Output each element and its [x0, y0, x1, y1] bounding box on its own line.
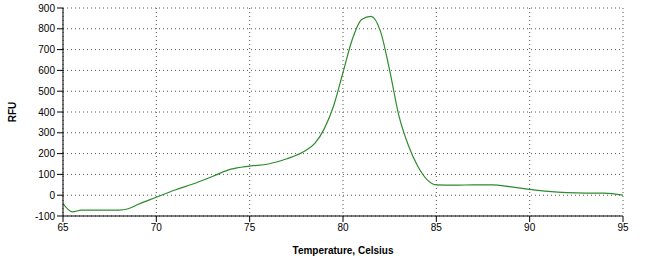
svg-text:-100: -100 [35, 211, 55, 222]
svg-text:85: 85 [431, 222, 443, 233]
svg-text:Temperature, Celsius: Temperature, Celsius [293, 245, 394, 256]
svg-text:700: 700 [38, 44, 55, 55]
svg-text:900: 900 [38, 3, 55, 14]
svg-text:400: 400 [38, 107, 55, 118]
svg-text:800: 800 [38, 23, 55, 34]
svg-text:90: 90 [524, 222, 536, 233]
svg-text:0: 0 [49, 190, 55, 201]
svg-text:75: 75 [244, 222, 256, 233]
svg-text:95: 95 [617, 222, 629, 233]
svg-text:80: 80 [337, 222, 349, 233]
svg-text:500: 500 [38, 86, 55, 97]
svg-text:65: 65 [57, 222, 69, 233]
svg-text:600: 600 [38, 65, 55, 76]
svg-text:RFU: RFU [8, 102, 18, 123]
svg-text:100: 100 [38, 169, 55, 180]
svg-text:70: 70 [151, 222, 163, 233]
svg-text:300: 300 [38, 127, 55, 138]
svg-text:200: 200 [38, 148, 55, 159]
